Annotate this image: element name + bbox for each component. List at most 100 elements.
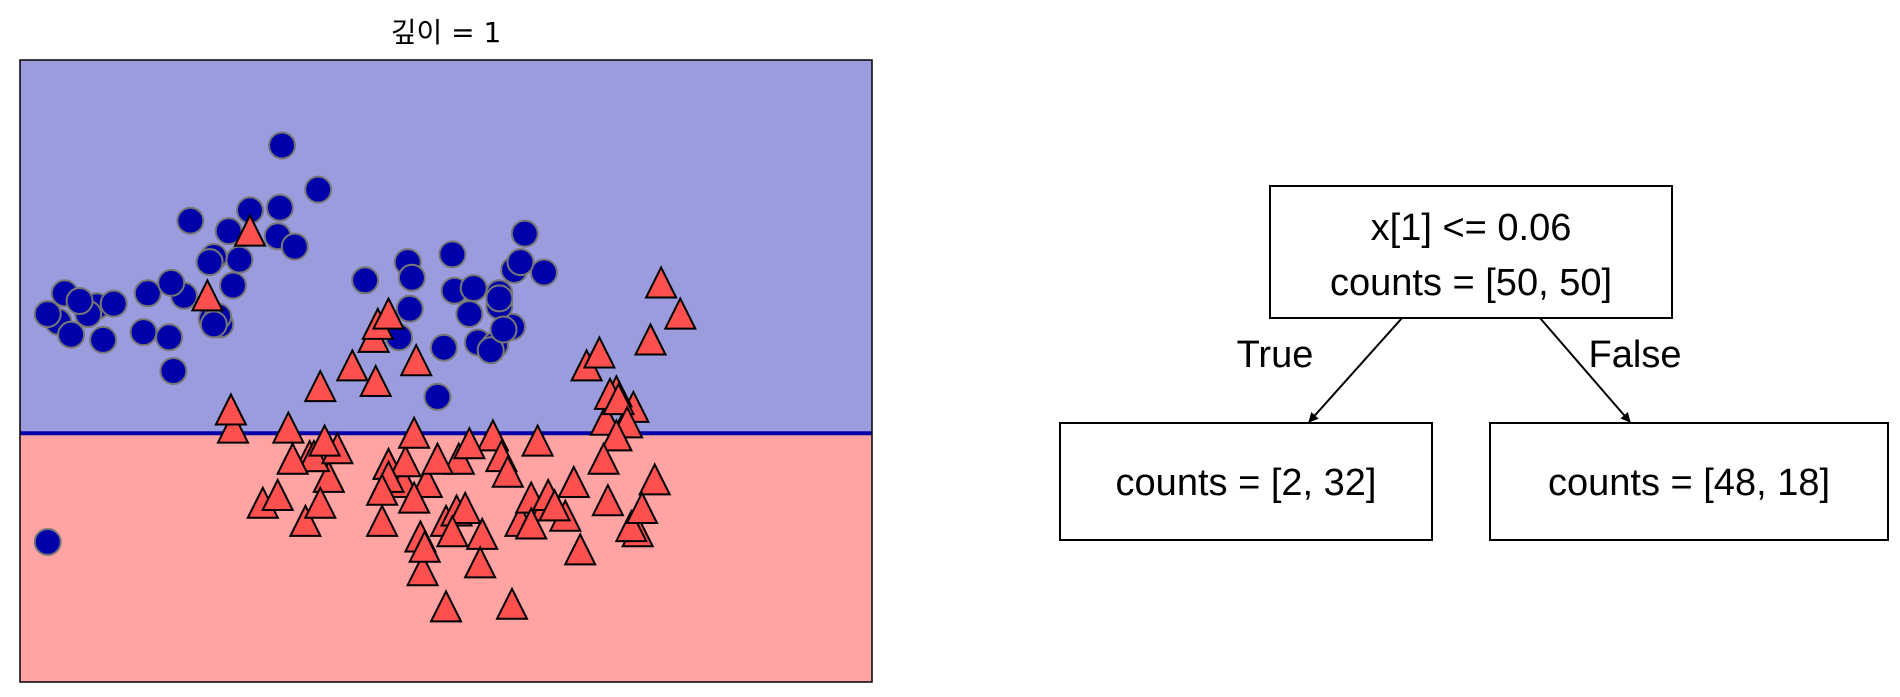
point-class-1-27: [399, 342, 433, 377]
point-class-0-9: [219, 271, 247, 300]
point-class-1-39: [448, 490, 482, 524]
point-class-1-24: [397, 480, 431, 514]
point-class-1-57: [397, 415, 431, 449]
point-class-1-64: [601, 381, 636, 416]
point-class-1-19: [591, 482, 625, 517]
tree-right-leaf: counts = [48, 18]: [1489, 422, 1889, 541]
point-class-1-72: [275, 441, 310, 475]
point-class-0-5: [265, 193, 294, 222]
point-class-1-67: [586, 441, 621, 475]
point-class-1-26: [190, 278, 225, 312]
decision-tree-diagram: x[1] <= 0.06 counts = [50, 50] True Fals…: [1059, 185, 1889, 541]
point-class-1-33: [520, 423, 555, 457]
point-class-1-31: [644, 265, 678, 299]
point-class-0-12: [57, 320, 86, 349]
point-class-1-32: [420, 441, 455, 475]
point-class-1-55: [365, 503, 399, 537]
plot-area: [19, 59, 873, 683]
point-class-1-59: [537, 488, 572, 522]
point-class-0-48: [530, 258, 558, 287]
tree-edge-true: True: [1237, 317, 1403, 423]
point-class-1-71: [214, 392, 248, 426]
point-class-1-61: [582, 335, 617, 369]
point-class-1-54: [303, 485, 337, 519]
point-class-0-14: [33, 300, 62, 328]
point-class-1-41: [614, 508, 648, 543]
point-class-1-58: [365, 472, 399, 506]
point-class-0-29: [157, 268, 186, 297]
point-class-0-54: [33, 528, 62, 556]
point-class-0-49: [506, 248, 535, 277]
point-class-1-12: [410, 464, 444, 498]
point-class-0-28: [89, 325, 118, 354]
tree-edge-false: False: [1539, 317, 1682, 423]
point-class-0-24: [199, 310, 228, 339]
root-counts-label: counts = [50, 50]: [1330, 262, 1612, 304]
point-class-1-74: [307, 423, 342, 457]
point-class-0-6: [225, 245, 254, 274]
point-class-0-33: [397, 263, 426, 292]
point-class-1-4: [335, 348, 369, 382]
point-class-1-46: [514, 506, 548, 540]
edge-label-true: True: [1237, 334, 1314, 376]
point-class-1-53: [271, 410, 306, 444]
point-class-0-43: [459, 274, 488, 303]
right-leaf-counts: counts = [48, 18]: [1548, 462, 1830, 504]
point-class-1-45: [557, 464, 591, 498]
point-class-1-34: [491, 454, 525, 488]
point-class-1-70: [216, 410, 250, 444]
edge-label-false: False: [1589, 334, 1682, 376]
point-class-1-30: [452, 425, 487, 460]
tree-root-node: x[1] <= 0.06 counts = [50, 50]: [1269, 185, 1673, 319]
decision-boundary-plot: 깊이 = 1: [19, 16, 873, 683]
point-class-0-50: [510, 219, 539, 248]
point-class-1-29: [303, 368, 337, 403]
point-class-1-75: [625, 490, 659, 524]
point-class-1-1: [288, 503, 323, 537]
point-class-0-30: [99, 289, 128, 318]
plot-title: 깊이 = 1: [391, 16, 502, 49]
point-class-0-35: [395, 294, 424, 323]
point-class-1-51: [388, 444, 423, 478]
point-class-0-23: [155, 323, 184, 352]
point-class-0-1: [304, 175, 333, 204]
point-class-0-37: [429, 333, 458, 362]
point-class-1-25: [233, 213, 267, 247]
tree-left-leaf: counts = [2, 32]: [1059, 422, 1433, 541]
point-class-1-28: [359, 363, 393, 397]
point-class-0-51: [438, 240, 467, 269]
point-class-1-49: [405, 552, 440, 587]
root-split-label: x[1] <= 0.06: [1371, 207, 1572, 249]
point-class-0-42: [455, 300, 484, 328]
point-class-0-27: [65, 287, 94, 315]
point-class-0-21: [129, 318, 158, 347]
point-class-0-47: [485, 284, 514, 313]
point-class-0-46: [476, 336, 505, 365]
point-class-1-47: [463, 545, 497, 579]
point-class-0-25: [195, 248, 224, 277]
point-class-0-0: [268, 131, 296, 160]
point-class-0-53: [489, 315, 518, 344]
point-class-1-42: [638, 462, 672, 496]
point-class-1-36: [465, 516, 499, 550]
point-class-1-66: [599, 418, 634, 452]
left-leaf-counts: counts = [2, 32]: [1116, 462, 1377, 504]
point-class-1-38: [429, 589, 463, 623]
point-class-1-40: [495, 586, 529, 620]
point-class-0-52: [423, 382, 452, 411]
data-points: [33, 131, 697, 623]
point-class-1-18: [563, 532, 597, 566]
point-class-1-2: [312, 459, 346, 493]
plot-frame: [19, 59, 873, 683]
point-class-1-50: [408, 529, 442, 563]
point-class-0-22: [159, 357, 188, 385]
point-class-1-21: [633, 322, 668, 356]
point-class-0-20: [133, 279, 162, 308]
point-class-0-31: [351, 266, 380, 295]
point-class-1-22: [663, 296, 697, 330]
point-class-0-3: [280, 232, 309, 261]
point-class-0-26: [176, 206, 205, 235]
point-class-1-7: [371, 296, 406, 330]
point-class-1-48: [435, 514, 470, 548]
point-class-1-69: [261, 477, 295, 511]
